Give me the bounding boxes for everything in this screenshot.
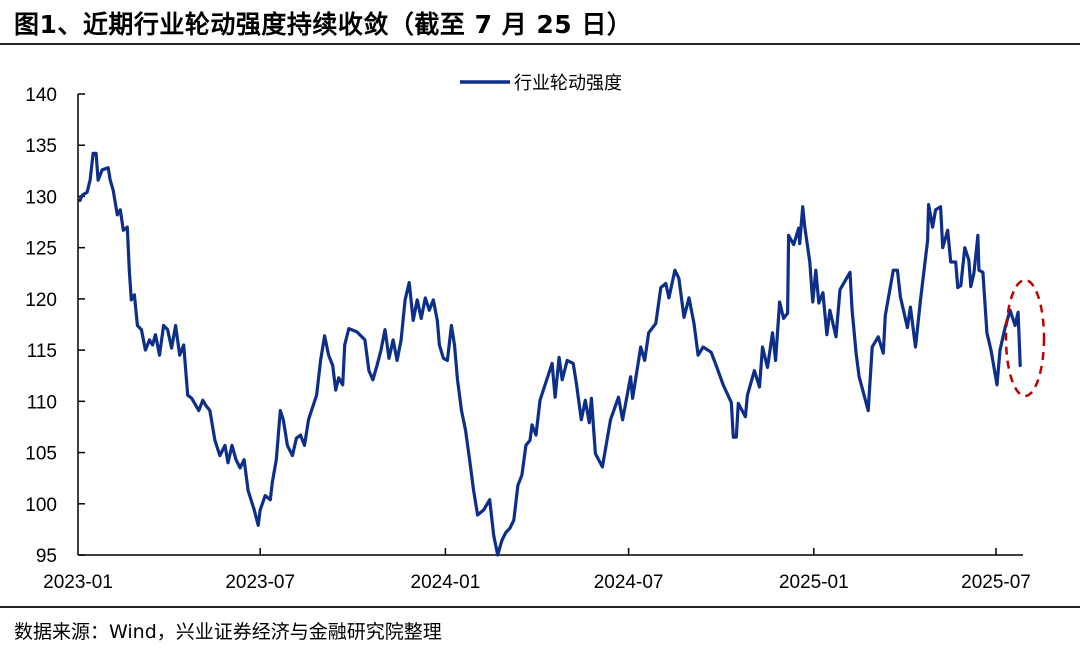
figure-title: 图1、近期行业轮动强度持续收敛（截至 7 月 25 日） — [14, 10, 633, 39]
y-tick-label: 100 — [25, 495, 57, 516]
y-axis-ticks: 140 135 130 125 120 115 110 105 100 95 — [25, 85, 85, 567]
x-tick-label: 2025-01 — [779, 572, 849, 593]
title-divider — [0, 43, 1080, 45]
legend-label: 行业轮动强度 — [514, 73, 622, 94]
highlight-ellipse — [1004, 278, 1046, 398]
y-tick-label: 120 — [25, 290, 57, 311]
y-tick-label: 135 — [25, 136, 57, 157]
x-tick-label: 2023-01 — [43, 572, 113, 593]
y-tick-label: 125 — [25, 239, 57, 260]
x-tick-label: 2023-07 — [225, 572, 295, 593]
y-tick-label: 95 — [36, 546, 57, 567]
x-tick-label: 2025-07 — [961, 572, 1031, 593]
y-tick-label: 105 — [25, 444, 57, 465]
series-line-行业轮动强度 — [78, 151, 1022, 557]
source-note: 数据来源：Wind，兴业证券经济与金融研究院整理 — [14, 621, 442, 643]
y-tick-label: 140 — [25, 85, 57, 106]
y-tick-label: 110 — [27, 392, 57, 413]
x-tick-label: 2024-07 — [594, 572, 664, 593]
y-tick-label: 130 — [25, 187, 57, 208]
y-tick-label: 115 — [27, 341, 57, 362]
x-axis-ticks: 2023-01 2023-07 2024-01 2024-07 2025-01 2025-… — [43, 548, 1031, 593]
axes — [77, 94, 1023, 556]
footer-divider — [0, 606, 1080, 608]
x-tick-label: 2024-01 — [411, 572, 481, 593]
legend: 行业轮动强度 — [460, 73, 622, 94]
